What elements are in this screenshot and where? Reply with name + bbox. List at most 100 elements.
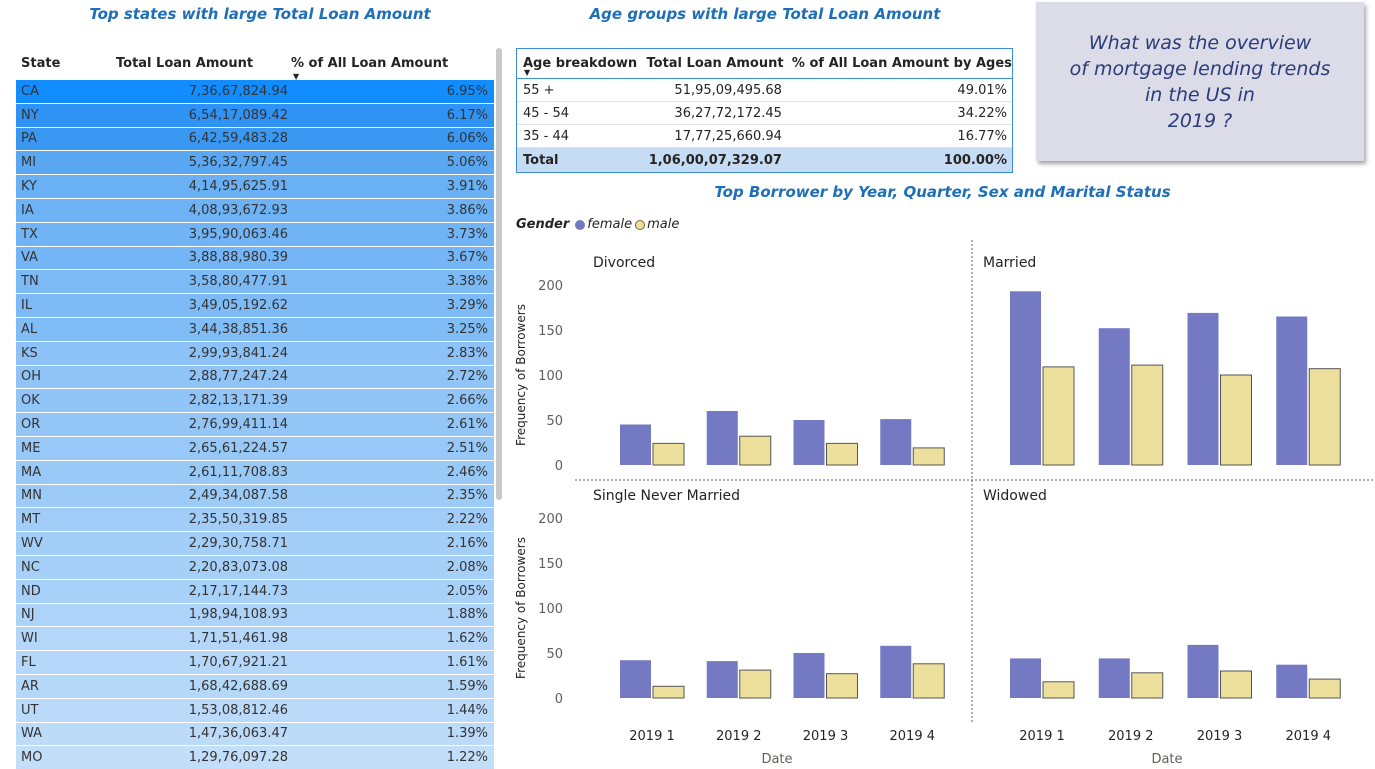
loan-amount-cell: 6,42,59,483.28: [188, 131, 288, 147]
table-row[interactable]: UT 1,53,08,812.46 1.44%: [16, 698, 494, 723]
percent-cell: 1.59%: [446, 678, 488, 694]
bar-female: [1098, 658, 1130, 698]
bar-male: [912, 663, 945, 699]
loan-amount-cell: 7,36,67,824.94: [188, 83, 288, 99]
table-row[interactable]: IL 3,49,05,192.62 3.29%: [16, 294, 494, 318]
percent-cell: 2.05%: [446, 583, 488, 599]
table-row[interactable]: NC 2,20,83,073.08 2.08%: [16, 555, 494, 580]
age-table-body: 55 + 51,95,09,495.68 49.01% 45 - 54 36,27,72…: [517, 79, 1012, 148]
table-row[interactable]: MI 5,36,32,797.45 5.06%: [16, 151, 494, 176]
panel-title: Single Never Married: [593, 488, 740, 504]
table-row[interactable]: CA 7,36,67,824.94 6.95%: [16, 80, 494, 104]
y-tick-label: 100: [538, 369, 563, 384]
y-tick-label: 200: [538, 512, 563, 527]
bar-male: [739, 435, 772, 466]
table-row[interactable]: WV 2,29,30,758.71 2.16%: [16, 532, 494, 556]
loan-amount-cell: 51,95,09,495.68: [674, 82, 782, 98]
bar-female: [880, 645, 912, 698]
percent-cell: 16.77%: [957, 128, 1007, 144]
table-row[interactable]: MT 2,35,50,319.85 2.22%: [16, 508, 494, 533]
loan-amount-cell: 3,49,05,192.62: [188, 298, 288, 314]
percent-cell: 3.25%: [446, 321, 488, 337]
x-tick-label: 2019 4: [890, 729, 936, 744]
bar-male: [826, 442, 858, 466]
state-cell: WA: [21, 726, 43, 742]
bar-female: [620, 660, 651, 698]
table-row[interactable]: OH 2,88,77,247.24 2.72%: [16, 365, 494, 390]
table-row[interactable]: 55 + 51,95,09,495.68 49.01%: [517, 79, 1012, 102]
loan-amount-cell: 2,35,50,319.85: [188, 512, 288, 528]
loan-amount-cell: 1,53,08,812.46: [188, 702, 288, 718]
state-cell: CA: [21, 83, 39, 99]
question-card: What was the overview of mortgage lendin…: [1036, 2, 1364, 161]
column-header-total-loan-amount[interactable]: Total Loan Amount: [116, 55, 254, 71]
table-row[interactable]: OR 2,76,99,411.14 2.61%: [16, 413, 494, 437]
states-table-scrollbar[interactable]: [496, 48, 502, 500]
table-row[interactable]: 45 - 54 36,27,72,172.45 34.22%: [517, 102, 1012, 125]
loan-amount-cell: 36,27,72,172.45: [674, 105, 782, 121]
state-cell: AR: [21, 678, 39, 694]
borrower-bar-chart: 0 50 100 150 200 Frequency of Borrowers 0 50 100…: [514, 240, 1373, 767]
total-loan-amount: 1,06,00,07,329.07: [648, 152, 782, 168]
legend-male-marker[interactable]: [635, 219, 646, 230]
loan-amount-cell: 1,29,76,097.28: [188, 750, 288, 766]
bar-male: [652, 685, 685, 699]
table-row[interactable]: KS 2,99,93,841.24 2.83%: [16, 341, 494, 366]
age-table-total-row: Total 1,06,00,07,329.07 100.00%: [517, 148, 1012, 172]
table-row[interactable]: AL 3,44,38,851.36 3.25%: [16, 317, 494, 342]
table-row[interactable]: PA 6,42,59,483.28 6.06%: [16, 127, 494, 152]
table-row[interactable]: 35 - 44 17,77,25,660.94 16.77%: [517, 125, 1012, 148]
loan-amount-cell: 2,49,34,087.58: [188, 488, 288, 504]
y-tick-label: 0: [555, 692, 563, 707]
loan-amount-cell: 2,88,77,247.24: [188, 369, 288, 385]
loan-amount-cell: 1,70,67,921.21: [188, 655, 288, 671]
percent-cell: 1.22%: [446, 750, 488, 766]
state-cell: TN: [21, 274, 39, 290]
table-row[interactable]: ME 2,65,61,224.57 2.51%: [16, 436, 494, 461]
table-row[interactable]: KY 4,14,95,625.91 3.91%: [16, 175, 494, 199]
bar-male: [912, 447, 945, 466]
bar-male: [1131, 672, 1164, 699]
column-header-percent-loan-amount[interactable]: % of All Loan Amount ▼: [291, 55, 449, 81]
table-row[interactable]: ND 2,17,17,144.73 2.05%: [16, 579, 494, 604]
table-row[interactable]: AR 1,68,42,688.69 1.59%: [16, 674, 494, 699]
question-text: What was the overview of mortgage lendin…: [1069, 31, 1331, 132]
column-header-state[interactable]: State: [21, 55, 61, 71]
percent-cell: 3.73%: [446, 226, 488, 242]
x-tick-label: 2019 2: [716, 729, 762, 744]
table-row[interactable]: OK 2,82,13,171.39 2.66%: [16, 389, 494, 414]
bar-male: [1042, 366, 1075, 466]
legend-female-label[interactable]: female: [587, 217, 633, 232]
percent-cell: 34.22%: [957, 105, 1007, 121]
table-row[interactable]: TN 3,58,80,477.91 3.38%: [16, 270, 494, 295]
y-tick-label: 150: [538, 557, 563, 572]
column-header-percent-by-ages[interactable]: % of All Loan Amount by Ages: [791, 56, 1012, 71]
table-row[interactable]: NY 6,54,17,089.42 6.17%: [16, 103, 494, 128]
column-header-age-breakdown[interactable]: Age breakdown: [523, 56, 638, 71]
table-row[interactable]: WI 1,71,51,461.98 1.62%: [16, 627, 494, 652]
table-row[interactable]: MA 2,61,11,708.83 2.46%: [16, 460, 494, 485]
panel-title: Married: [983, 255, 1036, 271]
state-cell: IL: [21, 298, 33, 314]
legend-male-label[interactable]: male: [647, 217, 680, 232]
y-axis-label: Frequency of Borrowers: [514, 537, 528, 679]
table-row[interactable]: IA 4,08,93,672.93 3.86%: [16, 198, 494, 223]
state-cell: AL: [21, 321, 38, 337]
bar-female: [1010, 291, 1041, 465]
table-row[interactable]: FL 1,70,67,921.21 1.61%: [16, 651, 494, 675]
loan-amount-cell: 1,47,36,063.47: [188, 726, 288, 742]
state-cell: TX: [21, 226, 38, 242]
table-row[interactable]: VA 3,88,88,980.39 3.67%: [16, 246, 494, 271]
state-cell: MO: [21, 750, 43, 766]
x-tick-label: 2019 1: [629, 729, 675, 744]
percent-cell: 2.22%: [446, 512, 488, 528]
table-row[interactable]: TX 3,95,90,063.46 3.73%: [16, 222, 494, 247]
bar-male: [1308, 678, 1341, 699]
legend-female-marker[interactable]: [575, 219, 586, 230]
table-row[interactable]: MO 1,29,76,097.28 1.22%: [16, 746, 494, 769]
table-row[interactable]: WA 1,47,36,063.47 1.39%: [16, 722, 494, 747]
column-header-total-loan-amount[interactable]: Total Loan Amount: [646, 56, 784, 71]
table-row[interactable]: NJ 1,98,94,108.93 1.88%: [16, 603, 494, 628]
percent-cell: 2.66%: [446, 393, 488, 409]
table-row[interactable]: MN 2,49,34,087.58 2.35%: [16, 484, 494, 509]
